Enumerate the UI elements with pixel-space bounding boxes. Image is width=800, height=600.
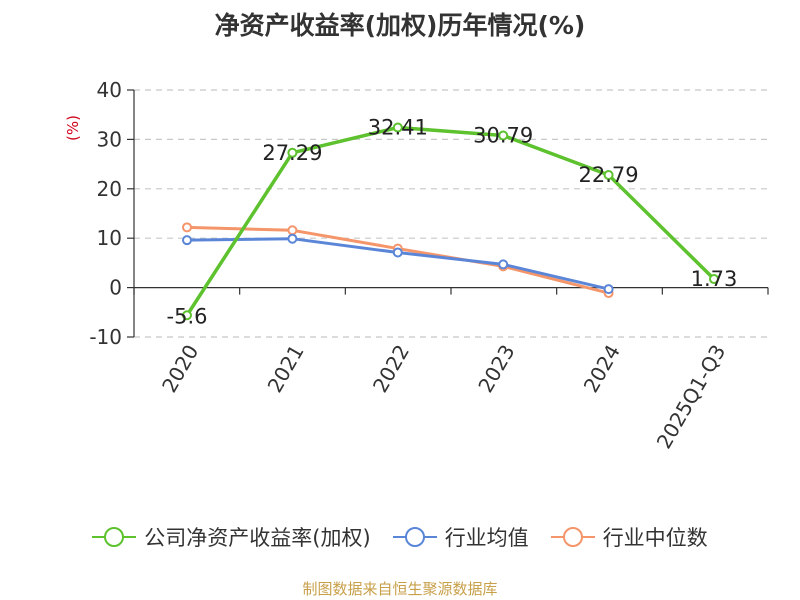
data-point [287, 225, 298, 236]
y-tick-label: 40 [97, 78, 122, 102]
data-point [287, 233, 298, 244]
source-note: 制图数据来自恒生聚源数据库 [302, 580, 498, 598]
data-label: -5.6 [167, 304, 208, 328]
series-line [185, 125, 716, 317]
data-label: 32.41 [368, 115, 428, 139]
x-tick-label: 2024 [579, 341, 625, 397]
legend-line-circle-icon [392, 527, 437, 547]
data-point [182, 235, 192, 246]
data-point [603, 284, 614, 295]
grid-lines [134, 89, 768, 338]
legend-item-industry-mean[interactable]: 行业均值 [392, 522, 529, 552]
data-label: 30.79 [473, 123, 533, 147]
data-label: 27.29 [262, 141, 322, 165]
legend-label: 公司净资产收益率(加权) [144, 526, 371, 550]
y-tick-label: -10 [89, 325, 122, 349]
x-tick-label: 2020 [157, 341, 203, 397]
data-point [498, 130, 509, 141]
x-tick-label: 2021 [262, 341, 308, 397]
y-tick-label: 30 [97, 127, 122, 151]
data-point [182, 222, 192, 233]
data-point [287, 147, 298, 158]
chart-title: 净资产收益率(加权)历年情况(%) [214, 11, 586, 40]
legend-item-company-roe[interactable]: 公司净资产收益率(加权) [92, 522, 371, 552]
x-tick-label: 2022 [368, 341, 414, 397]
series-lines [182, 122, 719, 321]
legend-item-industry-median[interactable]: 行业中位数 [550, 522, 708, 552]
legend-line-circle-icon [550, 527, 595, 547]
legend-line-circle-icon [92, 527, 137, 547]
x-tick-label: 2025Q1-Q3 [652, 341, 731, 453]
data-point [709, 274, 719, 285]
data-point [498, 259, 509, 270]
legend-label: 行业均值 [444, 526, 529, 550]
legend-label: 行业中位数 [602, 526, 708, 550]
y-axis-unit-label: (%) [64, 115, 82, 141]
y-tick-label: 20 [97, 177, 122, 201]
series-line [186, 225, 609, 295]
data-point [182, 310, 192, 321]
data-point [603, 170, 614, 181]
data-label: 1.73 [691, 267, 738, 291]
y-tick-label: 10 [97, 226, 122, 250]
data-point [392, 247, 403, 258]
data-label: 22.79 [579, 163, 639, 187]
x-tick-label: 2023 [473, 341, 519, 397]
data-labels: -5.6 27.29 32.41 30.79 22.79 1.73 [167, 115, 738, 328]
legend: 公司净资产收益率(加权) 行业均值 行业中位数 [0, 521, 800, 553]
y-tick-label: 0 [109, 276, 122, 300]
data-point [392, 122, 403, 133]
